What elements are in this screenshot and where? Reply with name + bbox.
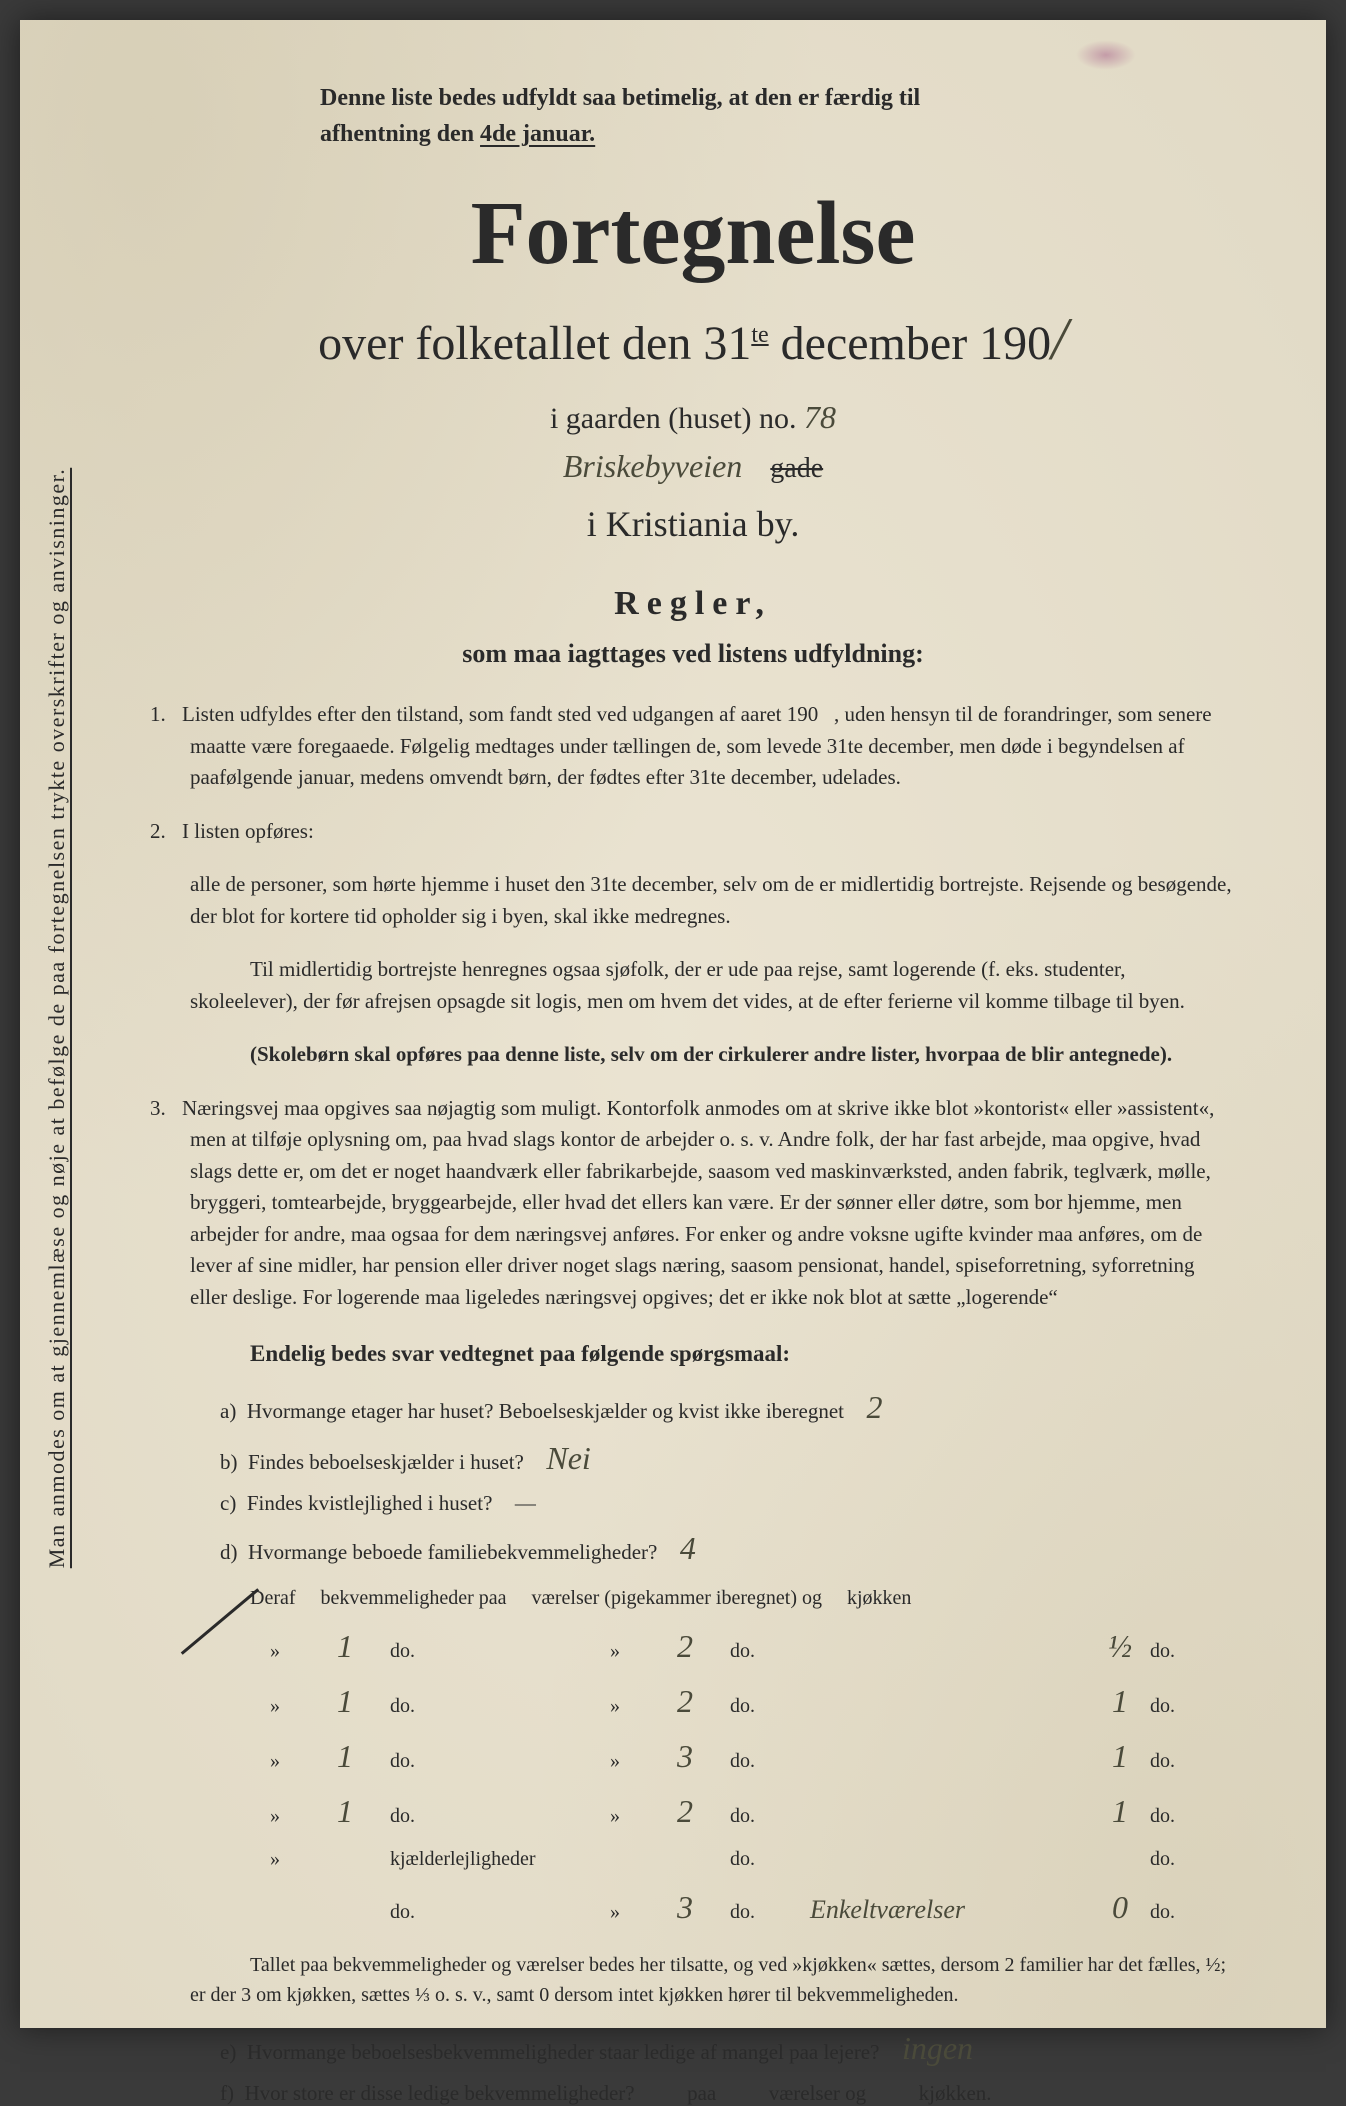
qd-ans: 4 <box>680 1530 696 1567</box>
table-row: » 1 do. » 2 do. ½ do. <box>250 1628 1236 1665</box>
table-header: Deraf bekvemmeligheder paa værelser (pig… <box>250 1587 1236 1610</box>
qa-ans: 2 <box>866 1389 882 1426</box>
qe-text: Hvormange beboelsesbekvemmeligheder staa… <box>247 2040 880 2064</box>
qa-text: Hvormange etager har huset? Beboelseskjæ… <box>247 1399 844 1423</box>
top-line2-date: 4de januar. <box>480 121 595 147</box>
gaard-line: i gaarden (huset) no. 78 <box>150 399 1236 436</box>
top-line1: Denne liste bedes udfyldt saa betimelig,… <box>320 85 920 111</box>
main-title: Fortegnelse <box>150 182 1236 285</box>
table-row: » 1 do. » 2 do. 1 do. <box>250 1793 1236 1830</box>
endelig-heading: Endelig bedes svar vedtegnet paa følgend… <box>190 1341 1236 1367</box>
table-rows: » 1 do. » 2 do. ½ do. » 1 do. » 2 do. 1 … <box>250 1628 1236 1926</box>
qb-ans: Nei <box>546 1440 590 1477</box>
document-page: Man anmodes om at gjennemlæse og nøje at… <box>20 20 1326 2028</box>
question-f: f) Hvor store er disse ledige bekvemmeli… <box>220 2081 1236 2106</box>
rule-3: 3.Næringsvej maa opgives saa nøjagtig so… <box>150 1093 1236 1314</box>
regler-sub: som maa iagttages ved listens udfyldning… <box>150 639 1236 669</box>
gaard-label: i gaarden (huset) no. <box>550 402 804 435</box>
qb-text: Findes beboelseskjælder i huset? <box>248 1450 524 1474</box>
table-row: » 1 do. » 2 do. 1 do. <box>250 1683 1236 1720</box>
year-handwritten: / <box>1051 306 1068 372</box>
top-instruction: Denne liste bedes udfyldt saa betimelig,… <box>320 80 1236 152</box>
table-row: » kjælderlejligheder do. do. <box>250 1848 1236 1871</box>
foot-para: Tallet paa bekvemmeligheder og værelser … <box>190 1950 1236 2010</box>
qe-ans: ingen <box>902 2030 973 2067</box>
qc-text: Findes kvistlejlighed i huset? <box>247 1491 493 1515</box>
question-b: b) Findes beboelseskjælder i huset? Nei <box>220 1440 1236 1477</box>
paper-stain <box>1076 40 1136 70</box>
gaard-number: 78 <box>804 399 836 435</box>
subtitle-sup: te <box>751 322 768 348</box>
subtitle: over folketallet den 31te december 190/ <box>150 305 1236 374</box>
qf-text: Hvor store er disse ledige bekvemmelighe… <box>245 2081 992 2105</box>
subtitle-rest: december 190 <box>769 317 1052 370</box>
pencil-mark <box>181 1588 260 1655</box>
rule1-text: Listen udfyldes efter den tilstand, som … <box>182 702 1212 789</box>
table-row: » 1 do. » 3 do. 1 do. <box>250 1738 1236 1775</box>
qc-ans: — <box>515 1491 536 1516</box>
street-struck: gade <box>770 453 823 484</box>
regler-heading: Regler, <box>150 585 1236 623</box>
rule3-text: Næringsvej maa opgives saa nøjagtig som … <box>182 1096 1214 1309</box>
question-c: c) Findes kvistlejlighed i huset? — <box>220 1491 1236 1516</box>
rule-1: 1.Listen udfyldes efter den tilstand, so… <box>150 699 1236 794</box>
street-name: Briskebyveien <box>563 448 742 484</box>
rule-2-para2: Til midlertidig bortrejste henregnes ogs… <box>150 954 1236 1017</box>
rule2-intro: I listen opføres: <box>182 819 314 843</box>
rule-2-body: alle de personer, som hørte hjemme i hus… <box>150 869 1236 932</box>
subtitle-prefix: over folketallet den 31 <box>318 317 751 370</box>
rule-2-intro: 2.I listen opføres: <box>150 816 1236 848</box>
question-e: e) Hvormange beboelsesbekvemmeligheder s… <box>220 2030 1236 2067</box>
margin-rotated-text: Man anmodes om at gjennemlæse og nøje at… <box>44 168 70 1868</box>
street-line: Briskebyveien gade <box>150 448 1236 485</box>
question-d: d) Hvormange beboede familiebekvemmeligh… <box>220 1530 1236 1567</box>
question-a: a) Hvormange etager har huset? Beboelses… <box>220 1389 1236 1426</box>
qd-text: Hvormange beboede familiebekvemmelighede… <box>248 1540 657 1564</box>
table-row: do. » 3 do. Enkeltværelser 0 do. <box>250 1889 1236 1926</box>
city-line: i Kristiania by. <box>150 503 1236 545</box>
rule-2-bold: (Skolebørn skal opføres paa denne liste,… <box>150 1039 1236 1071</box>
top-line2-prefix: afhentning den <box>320 121 480 147</box>
